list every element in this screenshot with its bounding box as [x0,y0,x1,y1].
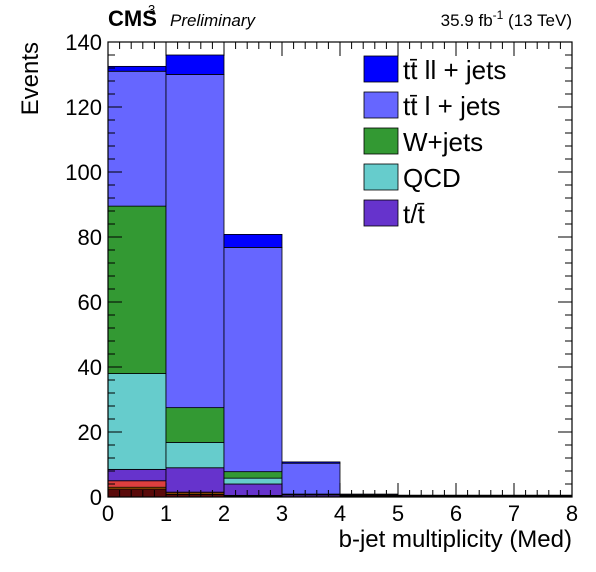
preliminary-label: Preliminary [170,11,257,30]
luminosity-label: 35.9 fb-1 (13 TeV) [441,8,572,30]
legend-label-0: tt̄ ll + jets [403,55,506,85]
bar-series6-bin0 [107,70,167,207]
legend-swatch-0 [363,55,399,83]
x-tick-label-5: 5 [392,501,404,526]
legend-label-3: QCD [403,163,461,193]
luminosity-exponent: -1 [493,8,504,22]
bars-group [107,54,572,498]
legend-swatch-2 [363,127,399,155]
luminosity-suffix: (13 TeV) [503,11,572,30]
bar-series7-bin2 [223,233,283,248]
cms-exponent: 3 [148,2,155,17]
legend-label-4: t/t̄ [403,199,425,229]
legend-swatch-1 [363,91,399,119]
bar-series3-bin0 [107,468,167,482]
bar-series4-bin2 [223,477,283,485]
legend-swatch-3 [363,163,399,191]
bar-series6-bin1 [165,74,225,409]
bar-series6-bin3 [281,462,341,495]
y-tick-label-5: 100 [65,160,102,185]
x-tick-label-3: 3 [276,501,288,526]
bar-series3-bin2 [223,483,283,496]
bar-series5-bin0 [107,205,167,374]
bar-series7-bin1 [165,54,225,75]
x-tick-label-4: 4 [334,501,346,526]
y-tick-label-2: 40 [78,355,102,380]
y-tick-label-4: 80 [78,225,102,250]
bar-series3-bin1 [165,467,225,493]
y-tick-label-3: 60 [78,290,102,315]
bar-series7-bin3 [281,461,341,464]
y-tick-label-6: 120 [65,95,102,120]
x-tick-label-8: 8 [566,501,578,526]
y-tick-label-0: 0 [90,485,102,510]
x-axis-title: b-jet multiplicity (Med) [339,526,572,553]
bar-series4-bin1 [165,441,225,469]
legend: tt̄ ll + jets tt̄ l + jets W+jets QCD t/t̄ [363,55,506,229]
bar-series4-bin0 [107,373,167,470]
x-tick-label-2: 2 [218,501,230,526]
legend-swatch-4 [363,199,399,227]
bar-series7-bin0 [107,65,167,72]
bar-series5-bin2 [223,471,283,479]
x-tick-label-1: 1 [160,501,172,526]
bar-series2-bin0 [107,480,167,488]
axis-ticks [107,41,573,498]
bar-series5-bin1 [165,407,225,443]
bar-series6-bin2 [223,246,283,473]
legend-label-2: W+jets [403,127,483,157]
x-tick-label-0: 0 [102,501,114,526]
y-axis-title: Events [17,42,44,115]
x-tick-label-6: 6 [450,501,462,526]
legend-label-1: tt̄ l + jets [403,91,501,121]
y-tick-label-7: 140 [65,30,102,55]
x-tick-label-7: 7 [508,501,520,526]
bar-series0-bin0 [107,488,167,498]
luminosity-prefix: 35.9 fb [441,11,493,30]
cms-label: CMS [108,6,157,31]
y-tick-label-1: 20 [78,420,102,445]
